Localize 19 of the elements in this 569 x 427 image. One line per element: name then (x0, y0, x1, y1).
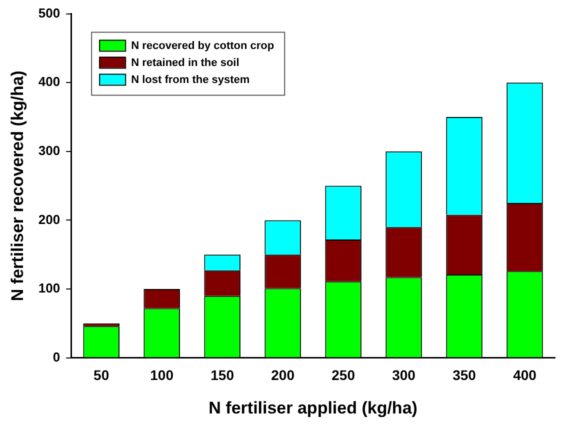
x-tick-label: 200 (271, 367, 295, 384)
legend-label: N recovered by cotton crop (131, 40, 274, 52)
y-tick-label: 400 (38, 74, 60, 90)
x-tick-label: 250 (332, 367, 356, 384)
y-tick-label: 500 (38, 5, 60, 20)
x-tick-label: 50 (94, 367, 110, 384)
x-tick-label: 350 (452, 367, 476, 384)
y-tick-label: 0 (52, 349, 60, 364)
x-tick-label: 300 (392, 367, 416, 384)
x-tick-label: 150 (210, 367, 234, 384)
x-tick-label: 100 (150, 367, 174, 384)
x-tick-label: 400 (513, 367, 537, 384)
legend-label: N lost from the system (131, 74, 250, 86)
y-axis-title: N fertiliser recovered (kg/ha) (8, 70, 27, 302)
y-tick-label: 100 (38, 280, 60, 296)
x-axis-title: N fertiliser applied (kg/ha) (208, 398, 418, 418)
y-tick-label: 300 (38, 142, 60, 158)
y-tick-label: 200 (38, 212, 60, 227)
legend-label: N retained in the soil (131, 56, 240, 69)
